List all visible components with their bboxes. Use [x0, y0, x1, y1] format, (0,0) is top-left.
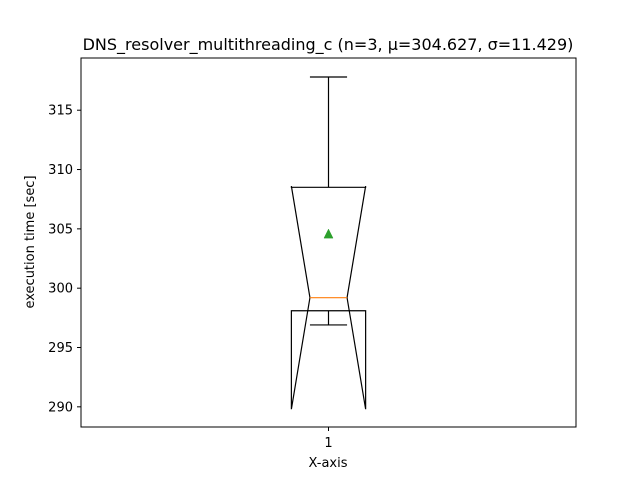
y-tick-label: 295	[48, 341, 73, 356]
chart-title: DNS_resolver_multithreading_c (n=3, μ=30…	[83, 35, 574, 55]
plot-frame	[80, 57, 577, 428]
box-body	[290, 186, 367, 410]
y-axis-label: execution time [sec]	[23, 175, 38, 308]
x-tick-label: 1	[324, 436, 332, 451]
y-tick-label: 290	[48, 400, 73, 415]
x-axis-label: X-axis	[309, 456, 348, 471]
y-tick-label: 315	[48, 104, 73, 119]
y-tick-label: 300	[48, 282, 73, 297]
mean-marker	[323, 228, 334, 239]
box-plot-group	[290, 76, 367, 410]
y-axis-ticks: 290 295 300 305 310 315	[48, 104, 81, 415]
x-axis-ticks: 1	[324, 427, 333, 451]
y-tick-label: 310	[48, 163, 73, 178]
y-tick-label: 305	[48, 222, 73, 237]
